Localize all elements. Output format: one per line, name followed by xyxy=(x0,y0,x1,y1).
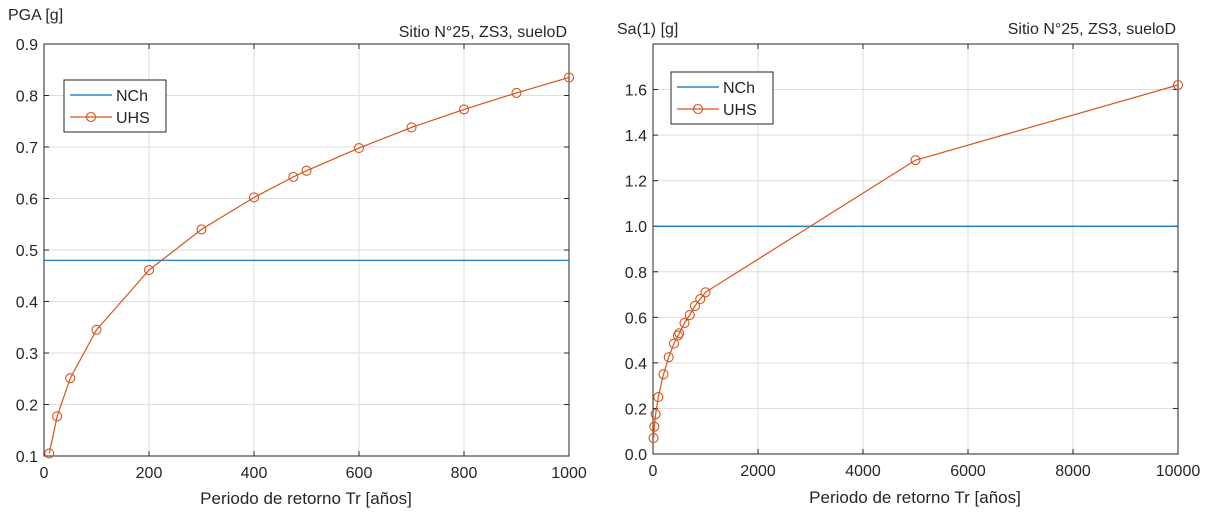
y-tick-label: 0.1 xyxy=(16,449,38,466)
y-tick-label: 0.4 xyxy=(16,295,38,312)
y-tick-label: 0.2 xyxy=(16,398,38,415)
y-tick-label: 0.6 xyxy=(625,310,647,327)
chart-panel-2: 0 2000 4000 6000 8000 10000 0.0 0.2 0.4 0.6 0.8 1.0… xyxy=(617,21,1200,507)
legend-box xyxy=(63,79,167,133)
x-axis-label: Periodo de retorno Tr [años] xyxy=(200,489,412,508)
data-point-uhs xyxy=(910,155,921,166)
legend: NCh UHS xyxy=(63,79,167,133)
y-tick-label: 1.0 xyxy=(625,219,647,236)
x-tick-label: 200 xyxy=(136,465,163,482)
y-tick-label: 1.2 xyxy=(625,174,647,191)
data-point-uhs xyxy=(458,104,470,115)
data-point-uhs xyxy=(65,373,76,384)
data-point-uhs xyxy=(44,448,55,459)
data-point-uhs xyxy=(663,352,674,363)
data-point-uhs xyxy=(648,433,659,444)
y-tick-label: 0.8 xyxy=(625,265,647,282)
x-tick-label: 1000 xyxy=(551,465,587,482)
x-tick-label: 0 xyxy=(40,465,49,482)
x-tick-label: 0 xyxy=(649,463,658,480)
data-point-uhs xyxy=(695,294,706,305)
y-tick-label: 1.4 xyxy=(625,128,647,145)
data-point-uhs xyxy=(91,324,102,335)
y-tick-label: 0.6 xyxy=(16,192,38,209)
data-point-uhs xyxy=(353,142,365,154)
y-axis-label: PGA [g] xyxy=(8,7,63,24)
legend-marker-uhs xyxy=(692,103,704,115)
data-point-uhs xyxy=(301,165,312,176)
y-tick-label: 0.2 xyxy=(625,401,647,418)
data-point-uhs xyxy=(288,171,299,182)
y-tick-label: 0.3 xyxy=(16,346,38,363)
y-tick-label: 0.0 xyxy=(625,447,647,464)
data-point-uhs xyxy=(679,317,690,329)
data-point-uhs xyxy=(700,287,711,298)
legend-marker-uhs xyxy=(85,111,97,123)
chart-title: Sitio N°25, ZS3, sueloD xyxy=(1008,21,1176,38)
y-axis-label: Sa(1) [g] xyxy=(617,21,678,38)
y-tick-label: 0.8 xyxy=(16,89,38,106)
data-point-uhs xyxy=(248,192,260,203)
legend-box xyxy=(670,71,774,125)
x-tick-label: 800 xyxy=(451,465,478,482)
y-tick-label: 0.4 xyxy=(625,356,647,373)
data-point-uhs xyxy=(1172,79,1184,91)
x-tick-label: 6000 xyxy=(950,463,986,480)
chart-title: Sitio N°25, ZS3, sueloD xyxy=(399,24,567,41)
data-point-uhs xyxy=(653,392,664,403)
data-point-uhs xyxy=(684,310,695,321)
x-tick-label: 4000 xyxy=(845,463,881,480)
y-tick-label: 1.6 xyxy=(625,83,647,100)
x-axis-label: Periodo de retorno Tr [años] xyxy=(809,488,1021,507)
y-tick-label: 0.9 xyxy=(16,37,38,54)
data-point-uhs xyxy=(658,369,669,380)
x-tick-label: 2000 xyxy=(740,463,776,480)
data-point-uhs xyxy=(668,338,680,349)
series-line-uhs xyxy=(48,76,570,454)
data-point-uhs xyxy=(143,265,155,276)
x-tick-label: 10000 xyxy=(1156,463,1201,480)
y-tick-label: 0.7 xyxy=(16,140,38,157)
chart-panel-1: 0 200 400 600 800 1000 0.1 0.2 0.3 0.4 0.5 0.6 0.7 0.… xyxy=(8,7,587,508)
x-tick-label: 400 xyxy=(241,465,268,482)
legend-label-nch: NCh xyxy=(116,88,148,105)
data-point-uhs xyxy=(52,411,63,422)
axes-box xyxy=(652,43,1179,455)
legend: NCh UHS xyxy=(670,71,774,125)
data-point-uhs xyxy=(650,409,661,420)
data-point-uhs xyxy=(672,330,683,341)
data-point-uhs xyxy=(674,328,685,339)
data-point-uhs xyxy=(689,300,701,311)
legend-label-nch: NCh xyxy=(723,80,755,97)
data-point-uhs xyxy=(196,224,207,235)
y-tick-label: 0.5 xyxy=(16,243,38,260)
data-point-uhs xyxy=(406,122,417,133)
data-point-uhs xyxy=(511,87,522,98)
data-point-uhs xyxy=(563,72,575,83)
legend-label-uhs: UHS xyxy=(116,110,150,127)
data-point-uhs xyxy=(649,421,660,432)
x-tick-label: 8000 xyxy=(1055,463,1091,480)
x-tick-label: 600 xyxy=(346,465,373,482)
legend-label-uhs: UHS xyxy=(723,102,757,119)
